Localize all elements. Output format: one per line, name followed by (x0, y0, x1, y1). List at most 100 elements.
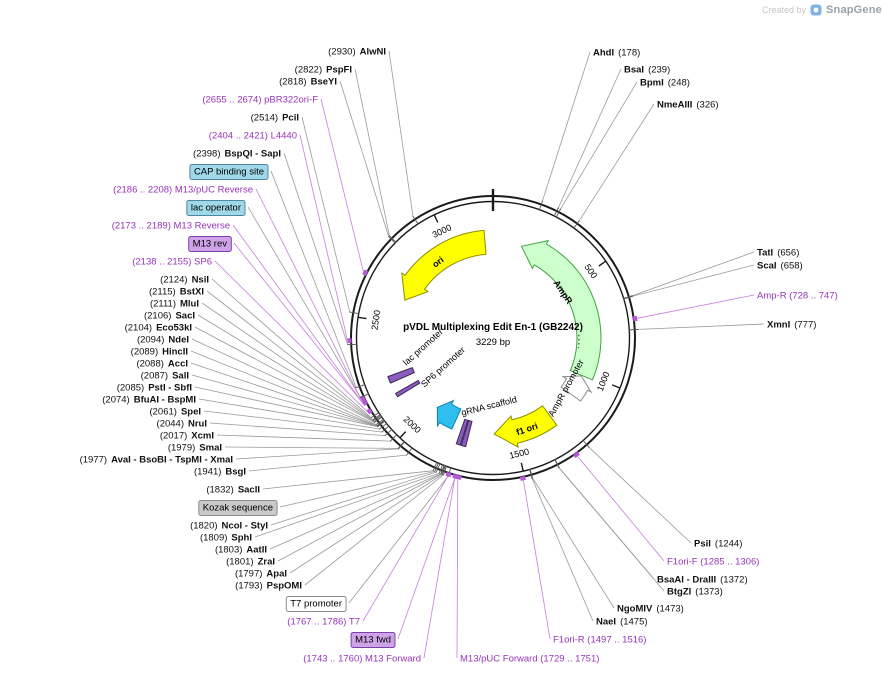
pbr322ori-f-label[interactable]: (2655 .. 2674) pBR322ori-F (202, 95, 318, 106)
bfuai-bspmi-label[interactable]: (2074) BfuAI - BspMI (102, 395, 196, 406)
lac-operator-label[interactable]: lac operator (186, 200, 246, 216)
t7-label[interactable]: (1767 .. 1786) T7 (287, 617, 360, 628)
sacii-label[interactable]: (1832) SacII (206, 485, 260, 496)
site-tick (623, 295, 634, 300)
psii-label[interactable]: PsiI (1244) (694, 539, 742, 550)
xcmi-label[interactable]: (2017) XcmI (160, 431, 214, 442)
ori-feature[interactable] (401, 229, 487, 301)
svg-text:M13 fwd: M13 fwd (355, 635, 391, 646)
bsaai-draiii-label[interactable]: BsaAI - DraIII (1372) (657, 575, 748, 586)
pcii-label[interactable]: (2514) PciI (251, 113, 299, 124)
sali-label[interactable]: (2087) SalI (141, 371, 189, 382)
hincii-label[interactable]: (2089) HincII (131, 347, 188, 358)
apai-label[interactable]: (1797) ApaI (235, 569, 287, 580)
site-tick (529, 468, 533, 479)
m13-puc-forward-label[interactable]: M13/pUC Forward (1729 .. 1751) (460, 654, 599, 665)
acci-label[interactable]: (2088) AccI (136, 359, 188, 370)
m13-puc-reverse-label[interactable]: (2186 .. 2208) M13/pUC Reverse (113, 185, 253, 196)
callout-line (254, 472, 440, 538)
f1ori-r-label[interactable]: F1ori-R (1497 .. 1516) (553, 635, 646, 646)
nmeaiii-label[interactable]: NmeAIII (326) (657, 100, 719, 111)
smai-label[interactable]: (1979) SmaI (168, 443, 222, 454)
site-tick (370, 412, 380, 419)
bstxi-label[interactable]: (2115) BstXI (149, 287, 204, 298)
t7-promoter-label[interactable]: T7 promoter (285, 596, 347, 612)
btgzi-label[interactable]: BtgZI (1373) (667, 587, 723, 598)
ncoi-styi-label[interactable]: (1820) NcoI - StyI (190, 521, 268, 532)
callout-line (206, 290, 373, 421)
m13-forward-label[interactable]: (1743 .. 1760) M13 Forward (303, 654, 421, 665)
primer-site-arc (519, 475, 526, 481)
callout-line (203, 410, 382, 433)
amp-r-label[interactable]: Amp-R (728 .. 747) (757, 291, 838, 302)
site-tick (432, 461, 438, 472)
alwni-label[interactable]: (2930) AlwNI (328, 47, 386, 58)
f1-ori-feature[interactable] (493, 405, 558, 449)
saci-label[interactable]: (2106) SacI (144, 311, 195, 322)
mlui-label[interactable]: (2111) MluI (150, 299, 199, 310)
kozak-sequence-label[interactable]: Kozak sequence (198, 500, 278, 516)
callout-line (270, 170, 357, 388)
naei-label[interactable]: NaeI (1475) (596, 617, 648, 628)
position-tick-label: 1000 (595, 370, 612, 392)
spei-label[interactable]: (2061) SpeI (149, 407, 201, 418)
m13-fwd-site-feature[interactable] (460, 419, 473, 448)
site-tick (538, 200, 544, 211)
m13-fwd-label[interactable]: M13 fwd (350, 632, 396, 648)
bsai-label[interactable]: BsaI (239) (624, 65, 670, 76)
pspfi-label[interactable]: (2822) PspFI (295, 65, 352, 76)
svg-text:M13 rev: M13 rev (193, 239, 228, 250)
lac-promoter-feature[interactable] (387, 366, 415, 384)
site-tick (397, 440, 405, 450)
bspqi-sapi-label[interactable]: (2398) BspQI - SapI (193, 149, 281, 160)
site-tick (389, 434, 398, 442)
callout-line (283, 152, 349, 345)
position-tick-label: 500 (583, 262, 600, 280)
f1ori-f-label[interactable]: F1ori-F (1285 .. 1306) (667, 557, 759, 568)
ahdi-label[interactable]: AhdI (178) (593, 48, 640, 59)
site-tick (397, 441, 406, 450)
nrui-label[interactable]: (2044) NruI (157, 419, 207, 430)
svg-text:Kozak sequence: Kozak sequence (203, 503, 273, 514)
grna-scaffold-feature[interactable] (436, 399, 462, 430)
sphi-label[interactable]: (1809) SphI (200, 533, 252, 544)
callout-line (194, 326, 375, 423)
pspomi-label[interactable]: (1793) PspOMI (235, 581, 302, 592)
psti-sbfi-label[interactable]: (2085) PstI - SbfI (117, 383, 192, 394)
sp6-promoter-feature[interactable] (394, 379, 421, 398)
cap-binding-site-label[interactable]: CAP binding site (189, 164, 269, 180)
ampr-feature[interactable] (520, 239, 602, 381)
m13-rev-label[interactable]: M13 rev (188, 236, 232, 252)
callout-line (289, 474, 443, 574)
callout-line (456, 479, 459, 659)
nsii-label[interactable]: (2124) NsiI (160, 275, 209, 286)
primer-site-arc (362, 269, 369, 276)
callout-line (588, 447, 692, 544)
grna-scaffold-label: gRNA scaffold (460, 394, 518, 417)
site-tick (349, 311, 360, 315)
aatii-label[interactable]: (1803) AatII (215, 545, 267, 556)
ngomiv-label[interactable]: NgoMIV (1473) (617, 604, 684, 615)
avai-bsobi-tspmi-xmai-label[interactable]: (1977) AvaI - BsoBI - TspMI - XmaI (80, 455, 233, 466)
callout-line (532, 477, 615, 609)
callout-line (304, 474, 444, 586)
site-tick (435, 463, 441, 473)
callout-line (558, 467, 665, 592)
xmni-label[interactable]: XmnI (777) (767, 320, 816, 331)
m13-reverse-label[interactable]: (2173 .. 2189) M13 Reverse (112, 221, 230, 232)
site-tick (406, 447, 413, 456)
bseyi-label[interactable]: (2818) BseYI (279, 77, 337, 88)
tati-label[interactable]: TatI (656) (757, 248, 799, 259)
bsgi-label[interactable]: (1941) BsgI (194, 467, 246, 478)
callout-line-layer (190, 50, 765, 659)
position-tick (357, 316, 367, 320)
scai-label[interactable]: ScaI (658) (757, 261, 803, 272)
bpmi-label[interactable]: BpmI (248) (640, 78, 690, 89)
zrai-label[interactable]: (1801) ZraI (226, 557, 275, 568)
ndei-label[interactable]: (2094) NdeI (137, 335, 189, 346)
sp6-label[interactable]: (2138 .. 2155) SP6 (132, 257, 212, 268)
l4440-label[interactable]: (2404 .. 2421) L4440 (209, 131, 297, 142)
ampr-promoter-feature[interactable] (560, 375, 593, 402)
t7-promoter-site-feature[interactable] (455, 418, 469, 446)
eco53ki-label[interactable]: (2104) Eco53kI (125, 323, 192, 334)
